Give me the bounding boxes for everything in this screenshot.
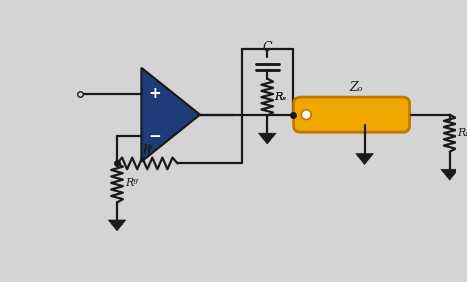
FancyBboxPatch shape <box>294 97 410 132</box>
Text: +: + <box>149 86 162 101</box>
Text: −: − <box>149 129 162 144</box>
Text: Zₒ: Zₒ <box>350 81 363 94</box>
Polygon shape <box>142 68 200 162</box>
Polygon shape <box>108 220 126 231</box>
Text: Rⁱ: Rⁱ <box>142 146 153 156</box>
Text: C: C <box>262 41 272 54</box>
Text: Rᵍ: Rᵍ <box>125 178 138 188</box>
Polygon shape <box>258 133 276 144</box>
Text: Rⁱ: Rⁱ <box>142 144 153 154</box>
Text: Rₛ: Rₛ <box>274 92 286 102</box>
Text: Rₗ: Rₗ <box>458 128 467 138</box>
Polygon shape <box>356 154 373 164</box>
Polygon shape <box>441 169 459 180</box>
Circle shape <box>301 110 311 120</box>
Text: Rₛ: Rₛ <box>274 92 286 102</box>
